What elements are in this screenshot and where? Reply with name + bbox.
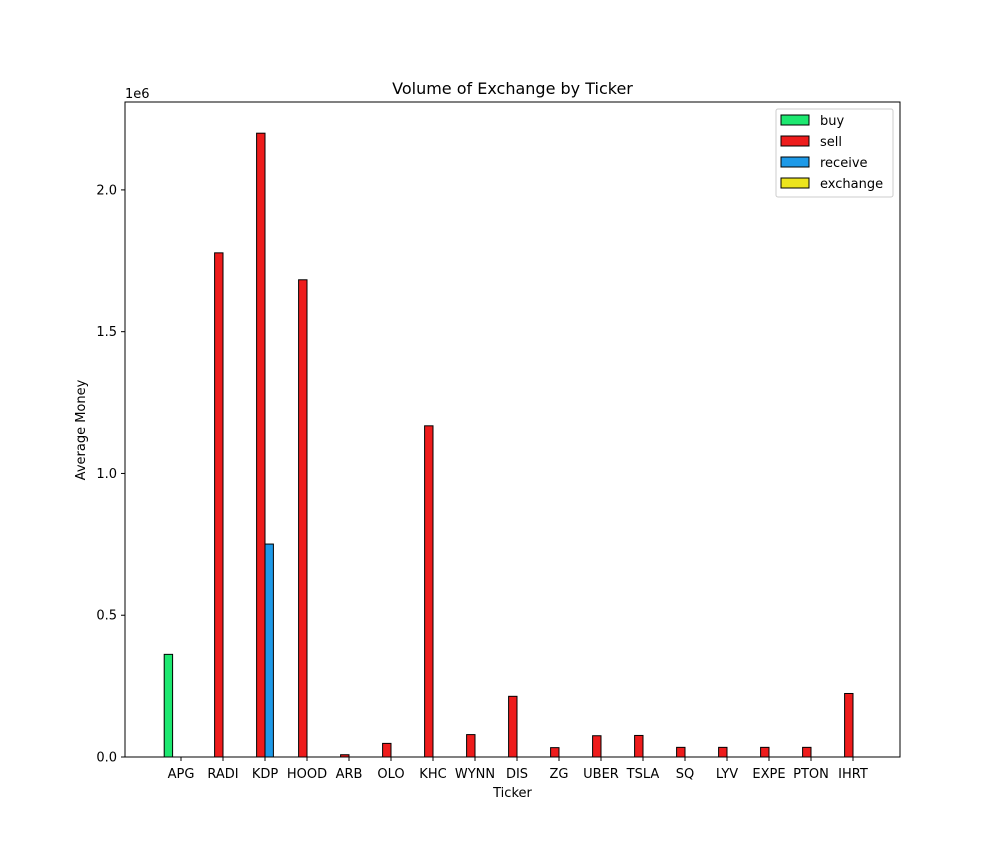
bar-sell-dis — [508, 695, 518, 758]
x-tick-label: APG — [168, 767, 195, 782]
y-ticks: 0.0 0.5 1.0 1.5 2.0 — [96, 183, 125, 766]
legend-label-sell: sell — [820, 135, 842, 150]
bar-sell-hood — [298, 279, 308, 758]
legend-swatch-buy — [780, 114, 810, 126]
y-offset-label: 1e6 — [125, 87, 150, 102]
x-tick-label: EXPE — [752, 767, 785, 782]
y-tick-label: 1.0 — [96, 467, 117, 482]
x-axis-label: Ticker — [492, 786, 532, 801]
bar-sell-lyv — [718, 746, 728, 758]
x-tick-label: KDP — [252, 767, 279, 782]
y-axis-label: Average Money — [74, 379, 89, 480]
legend-label-exchange: exchange — [820, 177, 883, 192]
x-tick-label: ZG — [550, 767, 569, 782]
bar-receive-kdp — [264, 543, 274, 758]
bar-sell-olo — [382, 742, 392, 758]
legend-label-buy: buy — [820, 114, 844, 129]
bar-sell-ihrt — [844, 692, 854, 758]
bar-buy-apg — [163, 653, 174, 758]
legend-swatch-sell — [780, 135, 810, 147]
legend-label-receive: receive — [820, 156, 868, 171]
x-tick-label: SQ — [676, 767, 694, 782]
bar-sell-expe — [760, 746, 770, 758]
x-tick-label: PTON — [793, 767, 829, 782]
legend: buy sell receive exchange — [775, 108, 894, 198]
bar-sell-radi — [214, 252, 224, 758]
y-tick-label: 2.0 — [96, 183, 117, 198]
bar-sell-pton — [802, 746, 812, 758]
bar-sell-uber — [592, 735, 602, 758]
legend-swatch-receive — [780, 156, 810, 168]
legend-box — [775, 108, 894, 198]
x-tick-label: UBER — [583, 767, 619, 782]
x-tick-label: OLO — [377, 767, 404, 782]
bar-sell-wynn — [466, 734, 476, 758]
x-tick-label: DIS — [506, 767, 528, 782]
chart-title: Volume of Exchange by Ticker — [392, 79, 633, 98]
x-tick-label: WYNN — [455, 767, 495, 782]
bar-sell-tsla — [634, 734, 644, 758]
x-tick-label: RADI — [207, 767, 238, 782]
bar-sell-khc — [424, 425, 434, 758]
legend-swatch-exchange — [780, 177, 810, 189]
x-tick-label: KHC — [419, 767, 446, 782]
x-tick-label: LYV — [716, 767, 738, 782]
y-tick-label: 1.5 — [96, 325, 117, 340]
x-tick-label: ARB — [336, 767, 363, 782]
x-tick-label: HOOD — [287, 767, 327, 782]
bar-sell-zg — [550, 747, 560, 758]
x-tick-label: TSLA — [626, 767, 660, 782]
x-ticks: APG RADI KDP HOOD ARB OLO KHC WYNN DIS ZG UBER TSLA… — [168, 757, 868, 782]
y-tick-label: 0.0 — [96, 751, 117, 766]
bar-sell-sq — [676, 746, 686, 758]
bar-sell-kdp — [256, 132, 266, 758]
y-tick-label: 0.5 — [96, 609, 117, 624]
x-tick-label: IHRT — [838, 767, 868, 782]
bars-group — [163, 132, 854, 758]
plot-frame — [124, 101, 901, 758]
